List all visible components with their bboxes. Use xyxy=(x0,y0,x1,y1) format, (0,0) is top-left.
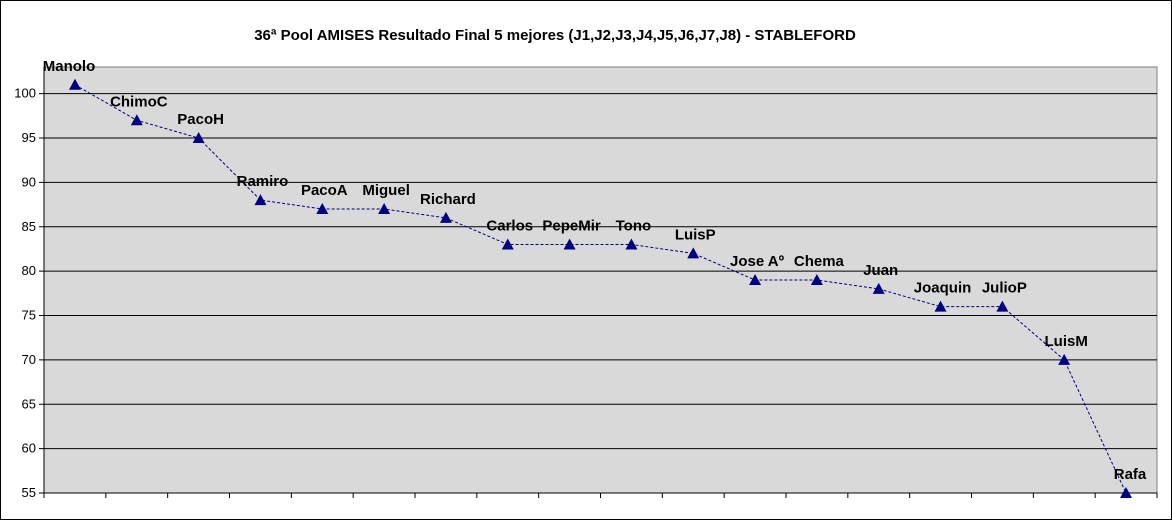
data-point-chema xyxy=(810,274,823,285)
data-point-juan xyxy=(872,282,885,294)
data-point-pacoh xyxy=(192,132,205,143)
data-point-tono xyxy=(625,238,638,250)
data-point-luism xyxy=(1058,353,1071,365)
data-label-chema: Chema xyxy=(794,253,845,270)
y-tick-label: 85 xyxy=(22,219,36,234)
data-label-chimoc: ChimoC xyxy=(110,93,168,110)
y-tick-label: 80 xyxy=(22,263,36,278)
y-tick-label: 70 xyxy=(22,352,36,367)
data-label-tono: Tono xyxy=(616,218,652,235)
data-label-juliop: JulioP xyxy=(982,280,1027,297)
data-label-manolo: Manolo xyxy=(43,58,96,75)
data-labels: Manolo ChimoC PacoH Ramiro PacoA Miguel Richar… xyxy=(43,58,1147,483)
data-markers xyxy=(69,78,1132,498)
y-axis: 55 60 65 70 75 80 85 90 95 100 xyxy=(14,67,45,500)
y-tick-label: 55 xyxy=(22,485,36,500)
data-point-juliop xyxy=(996,300,1009,312)
chart-title: 36ª Pool AMISES Resultado Final 5 mejore… xyxy=(254,27,856,44)
data-label-pacoh: PacoH xyxy=(177,111,224,128)
data-label-ramiro: Ramiro xyxy=(237,173,289,190)
y-tick-label: 95 xyxy=(22,130,36,145)
data-point-jose-a- xyxy=(749,274,762,285)
data-point-chimoc xyxy=(130,114,143,126)
data-label-miguel: Miguel xyxy=(362,182,410,199)
data-label-richard: Richard xyxy=(420,191,476,208)
data-point-miguel xyxy=(378,203,391,214)
data-label-carlos: Carlos xyxy=(486,218,533,235)
data-label-pepemir: PepeMir xyxy=(542,218,601,235)
data-point-pacoa xyxy=(316,203,329,214)
data-point-manolo xyxy=(69,78,81,90)
y-tick-label: 100 xyxy=(14,86,36,101)
y-tick-label: 60 xyxy=(22,441,36,456)
data-label-luism: LuisM xyxy=(1045,333,1088,350)
data-point-ramiro xyxy=(254,194,267,206)
data-label-joaquin: Joaquin xyxy=(914,280,972,297)
data-label-rafa: Rafa xyxy=(1114,466,1147,483)
data-point-richard xyxy=(439,211,452,223)
y-tick-label: 90 xyxy=(22,174,36,189)
data-label-luisp: LuisP xyxy=(675,226,716,243)
data-point-luisp xyxy=(687,247,700,259)
grid-lines xyxy=(44,93,1157,450)
x-axis xyxy=(43,492,1158,498)
data-point-rafa xyxy=(1120,487,1132,498)
data-point-carlos xyxy=(501,238,514,250)
data-point-pepemir xyxy=(563,238,576,250)
data-label-juan: Juan xyxy=(863,262,898,279)
data-label-jose-a-: Jose Aº xyxy=(730,253,785,270)
data-point-joaquin xyxy=(934,300,947,312)
data-label-pacoa: PacoA xyxy=(301,182,348,199)
y-tick-label: 65 xyxy=(22,396,36,411)
y-tick-label: 75 xyxy=(22,308,36,323)
